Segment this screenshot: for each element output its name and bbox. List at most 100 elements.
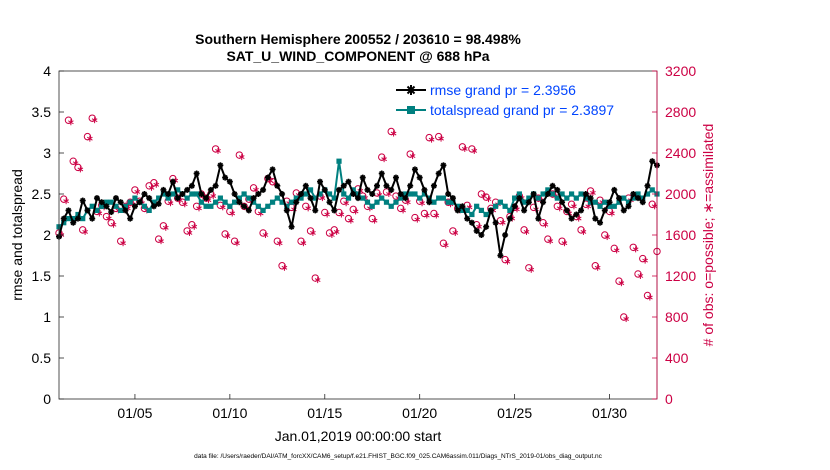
obs-assimilated-point — [623, 316, 630, 323]
obs-assimilated-point — [452, 229, 459, 236]
totalspread-point — [246, 195, 252, 201]
x-tick-label: 01/20 — [402, 405, 437, 421]
totalspread-point — [198, 199, 204, 205]
rmse-point — [416, 174, 423, 181]
totalspread-point — [288, 199, 295, 205]
footnote: data file: /Users/raeder/DAI/ATM_forcXX/… — [194, 453, 603, 460]
totalspread-point — [421, 191, 428, 197]
obs-assimilated-point — [91, 117, 98, 124]
totalspread-point — [70, 216, 76, 222]
y-left-tick-label: 2 — [43, 227, 51, 243]
rmse-point — [373, 182, 380, 189]
totalspread-point — [436, 195, 442, 201]
rmse-point — [136, 199, 143, 206]
rmse-point — [260, 186, 267, 193]
y-right-tick-label: 2800 — [665, 104, 696, 120]
totalspread-point — [388, 203, 394, 209]
obs-assimilated-point — [181, 201, 188, 208]
rmse-point — [473, 227, 480, 234]
rmse-point — [502, 232, 509, 238]
obs-assimilated-point — [300, 240, 307, 247]
obs-assimilated-point — [77, 166, 84, 173]
totalspread-point — [516, 191, 522, 197]
totalspread-point — [379, 195, 385, 201]
rmse-point — [231, 191, 238, 197]
rmse-point — [193, 170, 200, 177]
rmse-point — [274, 182, 281, 189]
x-axis: 01/05 01/10 01/15 01/20 01/25 01/30 — [117, 394, 627, 421]
y-axis-left-label: rmse and totalspread — [9, 169, 25, 301]
rmse-point — [321, 186, 328, 193]
totalspread-point — [364, 199, 371, 205]
totalspread-point — [459, 207, 466, 213]
totalspread-point — [545, 187, 551, 193]
totalspread-point — [213, 199, 219, 205]
rmse-point — [540, 199, 547, 206]
rmse-point — [336, 186, 343, 193]
chart-subtitle: SAT_U_WIND_COMPONENT @ 688 hPa — [226, 48, 489, 64]
obs-assimilated-point — [547, 238, 554, 245]
obs-assimilated-point — [262, 232, 269, 238]
y-left-tick-label: 3 — [43, 145, 51, 161]
obs-assimilated-point — [528, 266, 535, 273]
rmse-point — [525, 199, 532, 206]
y-right-tick-label: 400 — [665, 350, 689, 366]
totalspread-point — [445, 199, 451, 205]
rmse-point — [497, 252, 504, 259]
totalspread-point — [507, 207, 513, 213]
obs-assimilated-point — [310, 229, 316, 236]
rmse-point — [98, 199, 105, 206]
obs-assimilated-point — [229, 210, 236, 217]
rmse-point — [207, 186, 214, 193]
rmse-point — [188, 182, 195, 189]
totalspread-point — [554, 195, 560, 201]
totalspread-point — [644, 191, 651, 197]
totalspread-point — [241, 191, 247, 197]
chart-title: Southern Hemisphere 200552 / 203610 = 98… — [195, 31, 521, 47]
totalspread-point — [65, 216, 72, 222]
obs-assimilated-point — [461, 145, 468, 152]
totalspread-point — [407, 191, 413, 197]
totalspread-point — [307, 187, 314, 193]
obs-assimilated-point — [105, 215, 112, 222]
totalspread-point — [326, 191, 333, 197]
totalspread-point — [232, 199, 238, 205]
obs-assimilated-point — [613, 247, 620, 254]
totalspread-point — [217, 195, 223, 201]
obs-assimilated-point — [409, 153, 416, 160]
obs-assimilated-point — [542, 221, 549, 228]
obs-assimilated-point — [224, 233, 231, 240]
rmse-point — [355, 195, 361, 202]
rmse-point — [198, 191, 205, 197]
totalspread-point — [184, 195, 190, 201]
rmse-point — [226, 178, 233, 185]
obs-assimilated-point — [371, 217, 378, 224]
totalspread-point — [160, 191, 167, 197]
obs-assimilated-point — [618, 280, 625, 287]
obs-assimilated-point — [480, 193, 487, 200]
rmse-point — [454, 207, 461, 214]
totalspread-point — [497, 199, 503, 205]
plot-area — [59, 71, 657, 399]
rmse-point — [559, 199, 566, 206]
rmse-point — [89, 215, 96, 222]
totalspread-point — [635, 191, 641, 197]
obs-assimilated-point — [423, 212, 430, 219]
rmse-point — [601, 207, 608, 214]
y-axis-left: 0 0.5 1 1.5 2 2.5 3 3.5 4 — [32, 63, 64, 407]
totalspread-point — [312, 195, 318, 201]
totalspread-point — [103, 199, 110, 205]
rmse-point — [616, 195, 623, 202]
x-tick-label: 01/10 — [212, 405, 247, 421]
totalspread-point — [474, 203, 480, 209]
obs-assimilated-point — [352, 208, 359, 215]
totalspread-point — [260, 207, 266, 213]
obs-assimilated-point — [281, 264, 288, 271]
rmse-point — [369, 191, 376, 197]
rmse-point — [426, 199, 433, 206]
obs-assimilated-point — [381, 156, 387, 163]
rmse-point — [122, 207, 129, 214]
obs-assimilated-point — [153, 181, 160, 188]
obs-assimilated-point — [215, 147, 221, 154]
